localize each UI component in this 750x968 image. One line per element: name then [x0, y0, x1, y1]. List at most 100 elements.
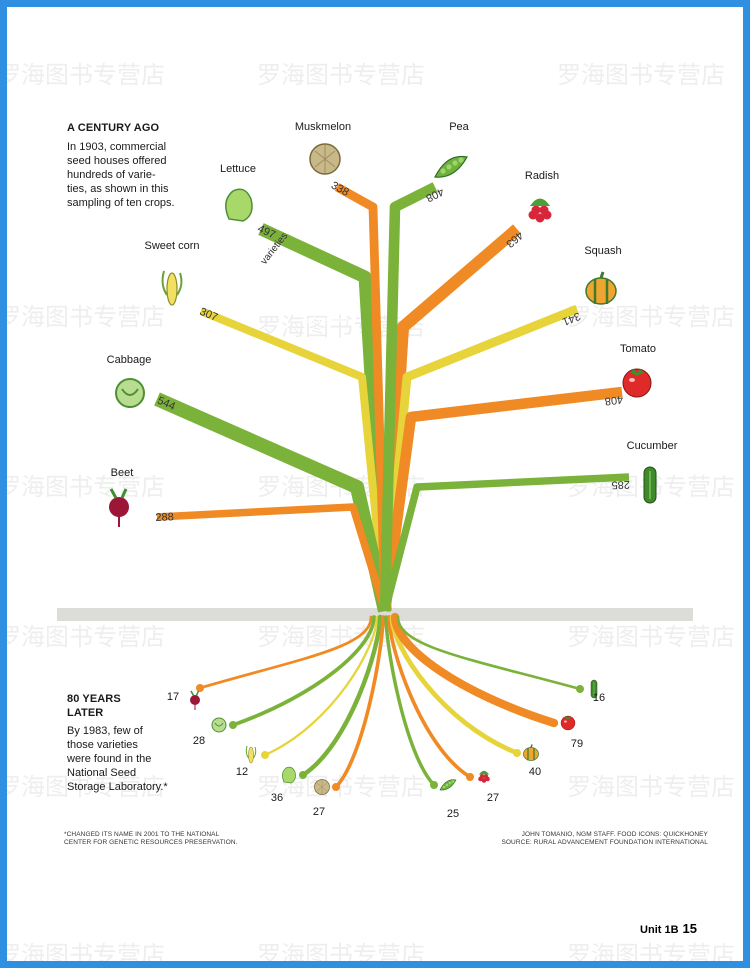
branch-1983	[231, 615, 376, 727]
branch-1983	[390, 612, 559, 728]
value-label-1903: 408	[604, 393, 624, 407]
intro-line: seed houses offered	[67, 155, 167, 167]
pea	[440, 168, 446, 174]
branch-1983	[396, 615, 582, 691]
cabbage-head	[115, 378, 145, 408]
tomato-stem	[630, 369, 644, 376]
beet-bulb	[190, 695, 200, 705]
pea	[452, 160, 458, 166]
beet-bulb	[109, 497, 129, 517]
value-label-1983: 36	[271, 792, 283, 804]
branch-beet	[156, 503, 389, 613]
arrowhead	[332, 783, 340, 791]
radish	[535, 213, 545, 223]
radish-leaves	[530, 198, 550, 206]
width-arrow	[276, 272, 308, 300]
tomato-shine	[629, 378, 635, 382]
corn-husk	[245, 745, 257, 759]
value-label-1983: 40	[529, 766, 541, 778]
cucumber-icon	[643, 466, 657, 504]
pea	[458, 157, 464, 163]
cabbage-leaf	[214, 722, 224, 727]
width-note-line: Width	[307, 280, 333, 291]
lettuce-icon	[225, 188, 253, 222]
later-text: By 1983, few of those varieties were fou…	[67, 724, 168, 794]
intro-text: In 1903, commercial seed houses offered …	[67, 140, 175, 210]
pea-icon	[439, 779, 457, 791]
tomato-stem	[564, 716, 572, 720]
squash-stripes	[593, 279, 609, 304]
crop-name: Cabbage	[107, 354, 152, 366]
value-label-1903: 288	[155, 511, 174, 524]
arrowhead	[430, 781, 438, 789]
page-number: 15	[682, 921, 697, 936]
branch-pea	[379, 182, 438, 612]
intro-line: hundreds of varie-	[67, 169, 156, 181]
branch-muskmelon	[334, 183, 390, 612]
pea	[448, 781, 452, 785]
value-label-1983: 27	[487, 792, 499, 804]
crop-name: Lettuce	[220, 163, 256, 175]
tomato-icon	[560, 715, 576, 731]
later-heading-line: LATER	[67, 707, 104, 719]
branch-1983	[198, 615, 373, 690]
muskmelon-icon	[309, 143, 341, 175]
radish-icon	[478, 770, 490, 783]
squash-body	[585, 277, 617, 305]
value-label-1983: 79	[571, 738, 583, 750]
squash-stem	[530, 744, 533, 748]
branch-1983	[263, 615, 379, 757]
value-label-1983: 28	[193, 735, 205, 747]
pea-icon	[434, 155, 468, 178]
crop-name: Cucumber	[627, 440, 678, 452]
branch-1983	[300, 614, 383, 778]
intro-line: ties, as shown in this	[67, 183, 169, 195]
lettuce-icon	[282, 766, 296, 784]
beet-leaves	[109, 488, 128, 499]
corn-cob	[248, 746, 254, 764]
value-label-1903: 285	[611, 478, 630, 491]
footnote-line: *CHANGED ITS NAME IN 2001 TO THE NATIONA…	[64, 831, 220, 838]
branch-squash	[380, 304, 579, 612]
intro-heading: A CENTURY AGO	[67, 122, 160, 134]
arrowhead	[229, 721, 237, 729]
crop-name: Pea	[449, 121, 469, 133]
intro-line: sampling of ten crops.	[67, 197, 175, 209]
arrowhead	[261, 751, 269, 759]
width-note-line: of varieties	[307, 316, 355, 327]
squash-stem	[599, 271, 605, 279]
footnote-line: CENTER FOR GENETIC RESOURCES PRESERVATIO…	[64, 839, 238, 846]
cabbage-head	[211, 717, 227, 733]
value-label-1983: 16	[593, 692, 605, 704]
credit-line: JOHN TOMANIO, NGM STAFF. FOOD ICONS: QUI…	[521, 831, 708, 838]
branch-sweet-corn	[199, 307, 389, 612]
beet-icon	[109, 488, 129, 527]
value-label-1983: 17	[167, 691, 179, 703]
later-line: those varieties	[67, 739, 138, 751]
radish	[539, 205, 549, 215]
crop-name: Tomato	[620, 343, 656, 355]
crop-name: Beet	[111, 467, 134, 479]
tomato-body	[560, 715, 576, 731]
tomato-body	[622, 368, 652, 398]
corn-husk	[161, 270, 183, 296]
branch-tomato	[379, 386, 623, 612]
later-line: were found in the	[67, 753, 152, 765]
arrowhead	[466, 773, 474, 781]
arrowhead	[550, 719, 558, 727]
radish-leaves	[479, 770, 489, 775]
value-label-1983: 27	[313, 806, 325, 818]
radish-icon	[528, 198, 552, 223]
width-note-line: the number	[307, 304, 358, 315]
later-line: Storage Laboratory.*	[67, 781, 168, 793]
width-note-line: equals	[307, 292, 336, 303]
beet-icon	[190, 690, 200, 710]
ground-band	[57, 608, 693, 621]
lettuce-leaf	[282, 766, 296, 784]
value-label-1983: 12	[236, 766, 248, 778]
credit-line: SOURCE: RURAL ADVANCEMENT FOUNDATION INT…	[501, 839, 708, 846]
arrowhead	[513, 749, 521, 757]
pea	[451, 780, 455, 783]
melon-netting	[314, 145, 336, 173]
